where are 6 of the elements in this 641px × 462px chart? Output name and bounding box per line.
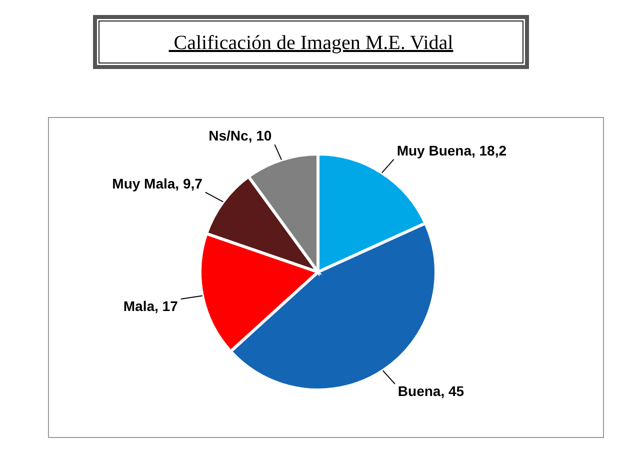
slice-label: Ns/Nc, 10 (208, 128, 272, 144)
slice-label: Muy Mala, 9,7 (112, 175, 203, 192)
chart-title: Calificación de Imagen M.E. Vidal (168, 32, 454, 54)
slice-label: Mala, 17 (123, 298, 178, 314)
slice-label: Buena, 45 (398, 382, 464, 399)
slice-label: Muy Buena, 18,2 (396, 142, 507, 158)
